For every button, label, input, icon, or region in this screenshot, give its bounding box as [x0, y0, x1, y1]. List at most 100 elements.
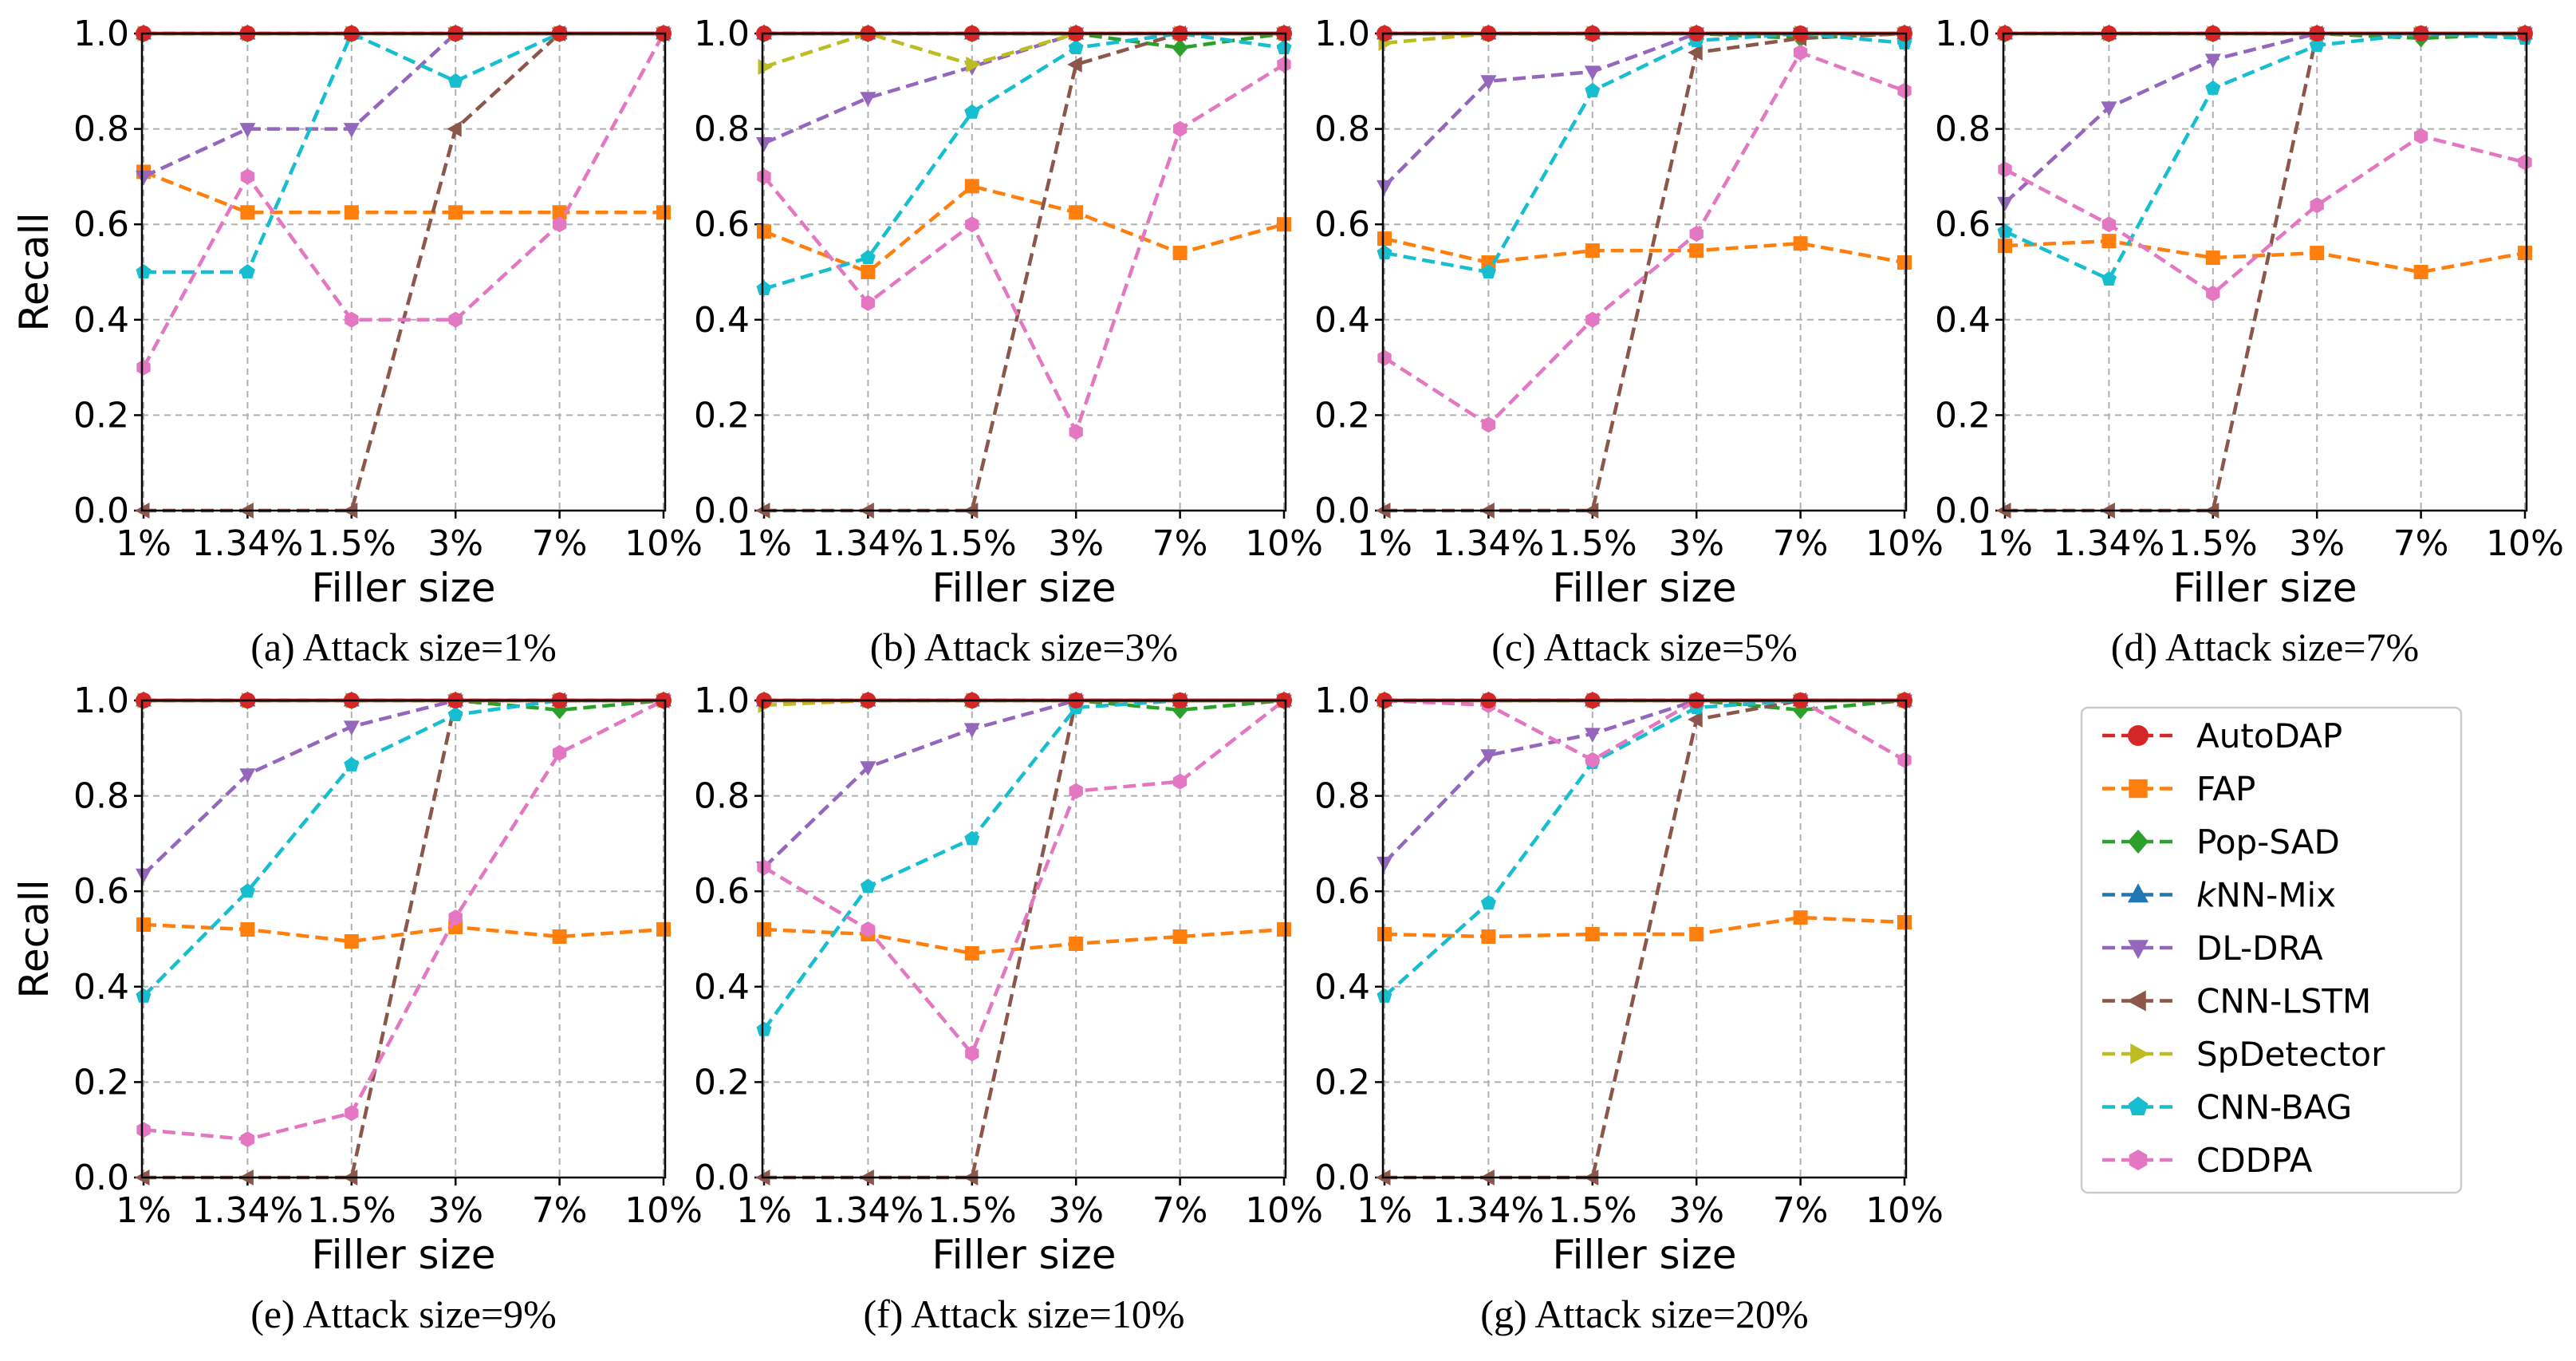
y-tick-label: 0.2 — [1314, 1062, 1370, 1103]
y-tick-label: 0.8 — [694, 776, 750, 817]
y-tick-label: 0.2 — [1935, 395, 1991, 436]
x-axis-label: Filler size — [312, 565, 496, 611]
x-tick-label: 3% — [427, 1190, 483, 1231]
series-line — [1383, 31, 1904, 187]
data-point — [1069, 936, 1084, 951]
subplot-caption: (a) Attack size=1% — [250, 625, 557, 669]
data-point — [1585, 311, 1600, 328]
data-point — [240, 922, 255, 937]
y-tick-label: 1.0 — [1314, 14, 1370, 54]
data-point — [1688, 44, 1703, 61]
y-tick-label: 0.0 — [73, 491, 129, 531]
data-point — [1481, 255, 1496, 270]
series-group — [1996, 24, 2534, 519]
legend-box — [2080, 706, 2463, 1194]
y-tick-label: 0.6 — [73, 871, 129, 912]
x-axis-label: Filler size — [932, 565, 1117, 611]
series-dl-dra — [756, 694, 1292, 877]
data-point — [344, 205, 359, 220]
series-cddpa — [1377, 44, 1912, 433]
legend-entry: SpDetector — [2102, 1035, 2385, 1074]
series-cnn-lstm — [135, 26, 670, 519]
data-point — [1377, 988, 1392, 1003]
data-point — [447, 73, 463, 88]
data-point — [2101, 216, 2117, 233]
subplot-6: 0.0 0.2 0.4 0.6 0.8 1.0 1% 1.34% 1.5% 3% 7% 10% Fill… — [694, 680, 1323, 1336]
y-axis-label: Recall — [11, 879, 57, 998]
data-point — [552, 929, 567, 945]
data-point — [2204, 53, 2221, 69]
series-dl-dra — [136, 27, 672, 186]
plot-frame — [140, 32, 667, 512]
y-tick-label: 1.0 — [73, 680, 129, 721]
data-point — [1480, 749, 1497, 764]
series-cnn-bag — [1377, 26, 1912, 279]
data-point — [1585, 927, 1600, 942]
x-tick-label: 1% — [736, 523, 792, 564]
data-point — [1998, 239, 2012, 254]
y-tick-label: 0.0 — [73, 1158, 129, 1198]
series-line — [2004, 239, 2526, 274]
data-point — [756, 1021, 772, 1036]
data-point — [2518, 246, 2532, 261]
series-group — [755, 691, 1293, 1185]
data-point — [1793, 44, 1808, 61]
data-point — [1377, 927, 1392, 942]
y-tick-label: 0.8 — [694, 109, 750, 150]
x-tick-label: 3% — [1668, 1190, 1724, 1231]
x-tick-label: 1.34% — [1433, 1190, 1545, 1231]
subplot-caption: (b) Attack size=3% — [870, 625, 1178, 669]
data-point — [860, 250, 876, 265]
data-point — [1897, 915, 1912, 930]
series-line — [143, 698, 665, 1142]
data-point — [240, 205, 255, 220]
data-point — [656, 922, 671, 937]
series-line — [1383, 698, 1904, 998]
x-axis-label: Filler size — [932, 1232, 1117, 1278]
legend-entry: CNN-LSTM — [2102, 982, 2371, 1021]
data-point — [2518, 154, 2532, 171]
y-tick-label: 0.8 — [1935, 109, 1991, 150]
plot-frame — [761, 699, 1287, 1179]
subplot-2: 0.0 0.2 0.4 0.6 0.8 1.0 1% 1.34% 1.5% 3% 7% 10% Fill… — [694, 14, 1323, 669]
series-line — [762, 698, 1284, 1031]
series-cnn-bag — [136, 26, 672, 279]
data-point — [1277, 922, 1291, 937]
x-tick-label: 1.34% — [2054, 523, 2165, 564]
y-tick-label: 0.4 — [73, 967, 129, 1008]
series-cddpa — [1998, 128, 2532, 302]
data-point — [2205, 80, 2221, 95]
data-point — [240, 1131, 255, 1148]
data-point — [1277, 56, 1291, 73]
series-cnn-bag — [1997, 26, 2533, 286]
data-point — [1067, 56, 1082, 73]
data-point — [447, 706, 463, 722]
y-tick-label: 1.0 — [694, 14, 750, 54]
data-point — [1068, 39, 1084, 55]
series-cnn-lstm — [1376, 26, 1911, 519]
data-point — [136, 170, 152, 186]
subplots: 0.00.20.40.60.81.01% 1.34% 1.5% 3% 7% 10%Fill… — [11, 14, 2564, 1336]
x-tick-label: 1.5% — [928, 523, 1017, 564]
series-dl-dra — [1377, 27, 1912, 195]
x-tick-label: 1.34% — [813, 1190, 924, 1231]
x-tick-label: 3% — [1048, 1190, 1104, 1231]
series-group — [135, 24, 672, 519]
series-group — [135, 691, 672, 1185]
series-group — [755, 24, 1293, 519]
subplot-1: 0.0 0.2 0.4 0.6 0.8 1.0 1% 1.34% 1.5% 3% 7% 10% Fill… — [11, 14, 703, 669]
y-tick-label: 0.0 — [694, 491, 750, 531]
data-point — [758, 58, 773, 75]
data-point — [448, 205, 463, 220]
x-tick-label: 7% — [532, 1190, 588, 1231]
x-tick-label: 1.34% — [192, 1190, 304, 1231]
data-point — [1480, 75, 1497, 90]
data-point — [757, 168, 771, 185]
legend-entry: kNN-Mix — [2102, 876, 2336, 915]
x-tick-label: 7% — [1152, 1190, 1208, 1231]
data-point — [136, 359, 151, 376]
data-point — [136, 868, 152, 884]
data-point — [1688, 711, 1703, 728]
x-tick-label: 3% — [1668, 523, 1724, 564]
